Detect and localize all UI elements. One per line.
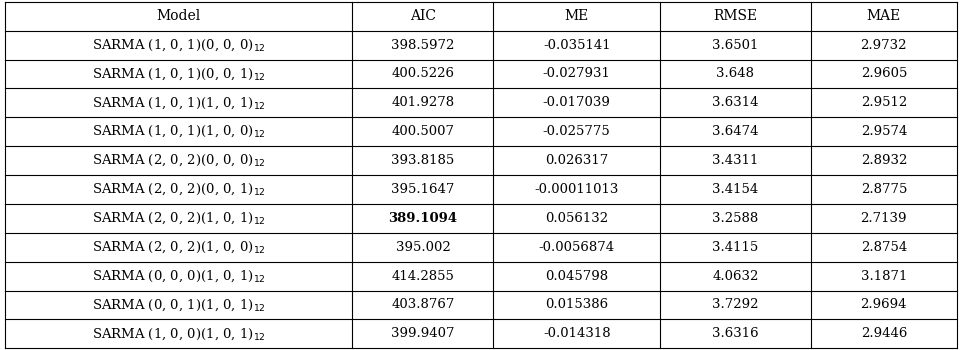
Text: 2.8775: 2.8775 bbox=[860, 183, 906, 196]
Text: 3.6314: 3.6314 bbox=[711, 96, 757, 109]
Text: 400.5226: 400.5226 bbox=[391, 68, 454, 80]
Text: 401.9278: 401.9278 bbox=[391, 96, 454, 109]
Text: -0.014318: -0.014318 bbox=[542, 327, 610, 340]
Text: 0.026317: 0.026317 bbox=[545, 154, 607, 167]
Text: 2.9732: 2.9732 bbox=[860, 38, 906, 51]
Text: AIC: AIC bbox=[409, 9, 435, 23]
Text: SARMA (1, 0, 1)(1, 0, 0)$_{12}$: SARMA (1, 0, 1)(1, 0, 0)$_{12}$ bbox=[91, 124, 265, 139]
Text: -0.035141: -0.035141 bbox=[542, 38, 610, 51]
Text: SARMA (1, 0, 1)(0, 0, 0)$_{12}$: SARMA (1, 0, 1)(0, 0, 0)$_{12}$ bbox=[91, 37, 265, 53]
Text: 2.9512: 2.9512 bbox=[860, 96, 906, 109]
Text: -0.027931: -0.027931 bbox=[542, 68, 610, 80]
Text: 4.0632: 4.0632 bbox=[711, 270, 757, 282]
Text: -0.025775: -0.025775 bbox=[542, 125, 610, 138]
Text: 414.2855: 414.2855 bbox=[391, 270, 454, 282]
Text: 0.015386: 0.015386 bbox=[545, 299, 607, 312]
Text: SARMA (2, 0, 2)(0, 0, 0)$_{12}$: SARMA (2, 0, 2)(0, 0, 0)$_{12}$ bbox=[91, 153, 265, 168]
Text: SARMA (2, 0, 2)(0, 0, 1)$_{12}$: SARMA (2, 0, 2)(0, 0, 1)$_{12}$ bbox=[91, 182, 265, 197]
Text: 3.6501: 3.6501 bbox=[711, 38, 757, 51]
Text: 3.6316: 3.6316 bbox=[711, 327, 758, 340]
Text: MAE: MAE bbox=[866, 9, 900, 23]
Text: RMSE: RMSE bbox=[712, 9, 756, 23]
Text: 399.9407: 399.9407 bbox=[391, 327, 455, 340]
Text: ME: ME bbox=[564, 9, 588, 23]
Text: -0.0056874: -0.0056874 bbox=[538, 241, 614, 254]
Text: 0.045798: 0.045798 bbox=[545, 270, 607, 282]
Text: 3.4115: 3.4115 bbox=[711, 241, 757, 254]
Text: 3.2588: 3.2588 bbox=[711, 212, 757, 225]
Text: 2.9605: 2.9605 bbox=[860, 68, 906, 80]
Text: 2.8932: 2.8932 bbox=[860, 154, 906, 167]
Text: 389.1094: 389.1094 bbox=[388, 212, 457, 225]
Text: SARMA (1, 0, 0)(1, 0, 1)$_{12}$: SARMA (1, 0, 0)(1, 0, 1)$_{12}$ bbox=[91, 326, 265, 342]
Text: 3.6474: 3.6474 bbox=[711, 125, 757, 138]
Text: 403.8767: 403.8767 bbox=[391, 299, 455, 312]
Text: 393.8185: 393.8185 bbox=[391, 154, 454, 167]
Text: SARMA (1, 0, 1)(0, 0, 1)$_{12}$: SARMA (1, 0, 1)(0, 0, 1)$_{12}$ bbox=[91, 66, 265, 82]
Text: SARMA (0, 0, 1)(1, 0, 1)$_{12}$: SARMA (0, 0, 1)(1, 0, 1)$_{12}$ bbox=[91, 297, 265, 313]
Text: 395.002: 395.002 bbox=[395, 241, 450, 254]
Text: SARMA (0, 0, 0)(1, 0, 1)$_{12}$: SARMA (0, 0, 0)(1, 0, 1)$_{12}$ bbox=[91, 268, 265, 284]
Text: 2.7139: 2.7139 bbox=[860, 212, 906, 225]
Text: 3.648: 3.648 bbox=[716, 68, 753, 80]
Text: SARMA (1, 0, 1)(1, 0, 1)$_{12}$: SARMA (1, 0, 1)(1, 0, 1)$_{12}$ bbox=[91, 95, 265, 111]
Text: 2.9694: 2.9694 bbox=[860, 299, 906, 312]
Text: -0.017039: -0.017039 bbox=[542, 96, 610, 109]
Text: -0.00011013: -0.00011013 bbox=[534, 183, 618, 196]
Text: 3.4154: 3.4154 bbox=[711, 183, 757, 196]
Text: SARMA (2, 0, 2)(1, 0, 1)$_{12}$: SARMA (2, 0, 2)(1, 0, 1)$_{12}$ bbox=[91, 211, 265, 226]
Text: 3.7292: 3.7292 bbox=[711, 299, 757, 312]
Text: 0.056132: 0.056132 bbox=[545, 212, 607, 225]
Text: 2.9446: 2.9446 bbox=[860, 327, 906, 340]
Text: 395.1647: 395.1647 bbox=[391, 183, 455, 196]
Text: 2.8754: 2.8754 bbox=[860, 241, 906, 254]
Text: 3.1871: 3.1871 bbox=[860, 270, 906, 282]
Text: 400.5007: 400.5007 bbox=[391, 125, 454, 138]
Text: Model: Model bbox=[157, 9, 201, 23]
Text: 2.9574: 2.9574 bbox=[860, 125, 906, 138]
Text: 398.5972: 398.5972 bbox=[391, 38, 455, 51]
Text: 3.4311: 3.4311 bbox=[711, 154, 757, 167]
Text: SARMA (2, 0, 2)(1, 0, 0)$_{12}$: SARMA (2, 0, 2)(1, 0, 0)$_{12}$ bbox=[91, 239, 265, 255]
